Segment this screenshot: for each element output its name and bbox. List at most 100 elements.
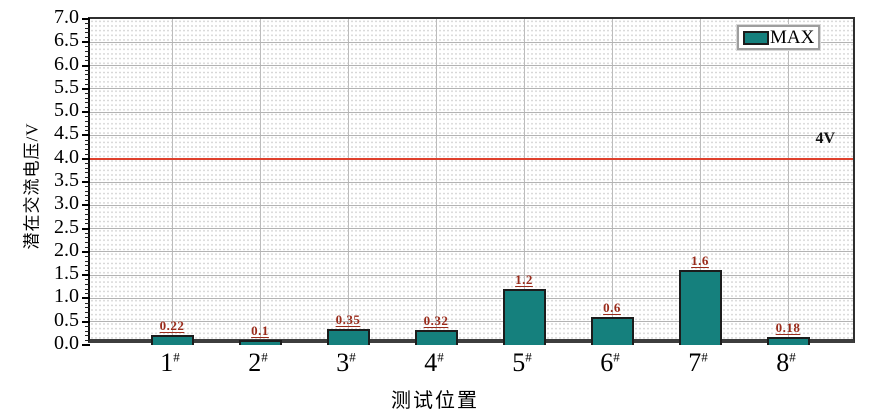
gridline-v bbox=[700, 19, 701, 339]
gridline-h bbox=[90, 274, 853, 276]
gridline-v bbox=[436, 19, 437, 339]
y-tick-minor bbox=[85, 311, 90, 313]
y-tick-minor bbox=[85, 176, 90, 178]
legend: MAX bbox=[737, 25, 821, 50]
legend-swatch bbox=[743, 30, 769, 45]
y-tick-label: 7.0 bbox=[54, 6, 79, 28]
y-tick-minor bbox=[85, 283, 90, 285]
y-tick-major bbox=[82, 204, 90, 207]
y-tick-label: 6.0 bbox=[54, 52, 79, 75]
bar-value-label: 0.35 bbox=[335, 311, 361, 327]
bar bbox=[414, 330, 458, 345]
reference-line-label: 4V bbox=[815, 129, 835, 147]
x-tick-label: 8# bbox=[742, 348, 830, 378]
y-tick-minor bbox=[85, 60, 90, 62]
y-tick-minor bbox=[85, 69, 90, 71]
gridline-v bbox=[524, 19, 525, 339]
y-tick-minor bbox=[85, 316, 90, 318]
x-tick-label: 2# bbox=[214, 348, 302, 378]
y-tick-major bbox=[82, 297, 90, 300]
bar bbox=[502, 289, 546, 345]
y-tick-minor bbox=[85, 279, 90, 281]
gridline-h bbox=[90, 228, 853, 230]
y-tick-major bbox=[82, 274, 90, 277]
y-tick-major bbox=[82, 344, 90, 346]
y-tick-minor bbox=[85, 79, 90, 81]
y-tick-label: 0.5 bbox=[54, 308, 79, 331]
y-tick-minor bbox=[85, 325, 90, 327]
gridline-h bbox=[90, 111, 853, 113]
x-tick-label: 6# bbox=[566, 348, 654, 378]
y-tick-minor bbox=[85, 139, 90, 141]
bar-value-label: 0.32 bbox=[423, 313, 449, 329]
y-tick-minor bbox=[85, 237, 90, 239]
x-tick-number: 5 bbox=[512, 348, 526, 377]
gridline-v bbox=[348, 19, 349, 339]
y-tick-minor bbox=[85, 209, 90, 211]
y-tick-minor bbox=[85, 93, 90, 94]
y-tick-minor bbox=[85, 335, 90, 337]
y-tick-major bbox=[82, 250, 90, 253]
y-tick-minor bbox=[85, 265, 90, 267]
y-tick-minor bbox=[85, 23, 90, 25]
y-tick-label: 4.0 bbox=[54, 145, 79, 168]
y-tick-minor bbox=[85, 74, 90, 76]
y-tick-minor bbox=[85, 214, 90, 216]
y-tick-minor bbox=[85, 232, 90, 234]
y-tick-minor bbox=[85, 130, 90, 132]
bar-value-label: 0.1 bbox=[251, 323, 269, 339]
y-tick-major bbox=[82, 64, 90, 67]
bar bbox=[238, 340, 282, 345]
bar-value-label: 1.6 bbox=[691, 253, 709, 269]
y-tick-major bbox=[82, 41, 90, 44]
bar-value-label: 0.22 bbox=[159, 317, 185, 333]
y-tick-label: 0.0 bbox=[54, 332, 79, 354]
gridline-v bbox=[172, 19, 173, 339]
y-tick-minor bbox=[85, 256, 90, 257]
gridline-h bbox=[90, 204, 853, 206]
x-tick-label: 3# bbox=[302, 348, 390, 378]
y-tick-minor bbox=[85, 172, 90, 174]
y-tick-minor bbox=[85, 167, 90, 169]
y-tick-major bbox=[82, 87, 90, 90]
y-tick-label: 3.5 bbox=[54, 169, 79, 191]
y-tick-minor bbox=[85, 144, 90, 146]
y-tick-minor bbox=[85, 83, 90, 85]
x-tick-number: 3 bbox=[336, 348, 350, 377]
x-tick-number: 8 bbox=[776, 348, 790, 377]
y-tick-label: 3.0 bbox=[54, 192, 79, 215]
reference-line bbox=[90, 157, 853, 160]
y-tick-minor bbox=[85, 200, 90, 202]
y-tick-minor bbox=[85, 37, 90, 39]
bar bbox=[150, 334, 194, 345]
y-tick-minor bbox=[85, 307, 90, 309]
legend-label: MAX bbox=[770, 27, 815, 48]
gridline-h bbox=[90, 88, 853, 90]
x-tick-number: 7 bbox=[688, 348, 702, 377]
y-tick-minor bbox=[85, 106, 90, 108]
y-tick-minor bbox=[85, 153, 90, 155]
y-tick-label: 1.0 bbox=[54, 285, 79, 308]
y-tick-minor bbox=[85, 148, 90, 150]
gridline-h bbox=[90, 41, 853, 43]
y-tick-minor bbox=[85, 190, 90, 192]
gridline-h bbox=[90, 321, 853, 323]
x-tick-number: 4 bbox=[424, 348, 438, 377]
bar bbox=[766, 336, 810, 345]
y-tick-label: 2.5 bbox=[54, 215, 79, 238]
gridline-h bbox=[90, 181, 853, 183]
x-tick-number: 2 bbox=[248, 348, 262, 377]
y-tick-minor bbox=[85, 55, 90, 57]
y-tick-minor bbox=[85, 293, 90, 295]
y-tick-minor bbox=[85, 269, 90, 271]
y-tick-minor bbox=[85, 302, 90, 304]
x-tick-suffix: # bbox=[349, 349, 356, 365]
y-tick-major bbox=[82, 227, 90, 230]
bar bbox=[590, 317, 634, 345]
x-tick-label: 5# bbox=[478, 348, 566, 378]
x-tick-label: 1# bbox=[126, 348, 214, 378]
x-tick-number: 6 bbox=[600, 348, 614, 377]
y-tick-label: 4.5 bbox=[54, 122, 79, 145]
x-tick-suffix: # bbox=[701, 349, 708, 365]
